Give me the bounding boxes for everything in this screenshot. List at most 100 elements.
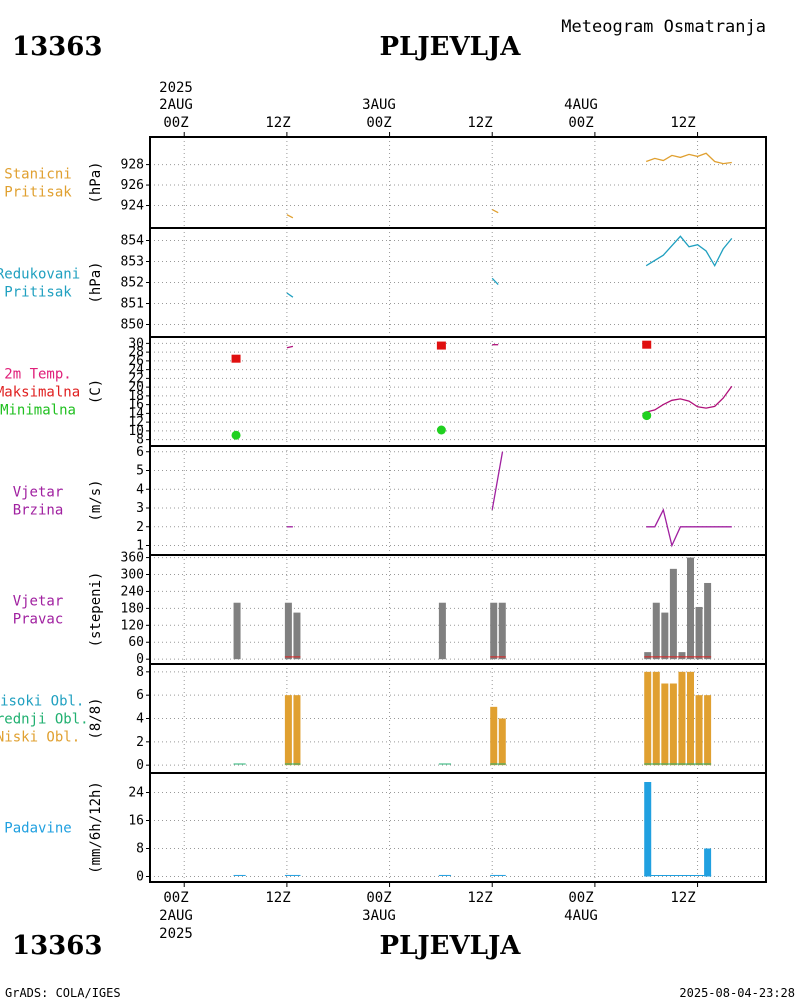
bar: [233, 602, 241, 660]
series-line: [286, 345, 294, 349]
y-tick-label: 8: [136, 842, 144, 857]
y-tick-label: 120: [121, 618, 144, 633]
bar: [678, 652, 686, 660]
bar: [652, 671, 660, 766]
series-line: [645, 152, 732, 165]
panel-title-line: Vjetar: [13, 594, 64, 610]
top-time-axis: 2025 2AUG 00Z 12Z 3AUG 00Z 12Z 4AUG 00Z …: [159, 80, 696, 131]
y-tick-label: 2: [136, 735, 144, 750]
bar: [498, 718, 506, 766]
y-tick-label: 16: [128, 398, 144, 413]
station-name-bottom: PLJEVLJA: [380, 931, 522, 961]
y-tick-label: 4: [136, 482, 144, 497]
y-tick-label: 853: [121, 255, 144, 270]
top-label-12z-1: 12Z: [265, 115, 290, 131]
y-tick-label: 10: [128, 424, 144, 439]
bar: [490, 602, 498, 660]
y-tick-label: 928: [121, 158, 144, 173]
top-label-3aug: 3AUG: [362, 97, 396, 113]
bar: [661, 683, 669, 766]
bar: [695, 695, 703, 766]
bar: [669, 683, 677, 766]
y-tick-label: 4: [136, 712, 144, 727]
bar: [678, 671, 686, 766]
panel-title-line: Pritisak: [4, 185, 72, 201]
series-line: [286, 214, 294, 219]
y-axis-label: (C): [88, 379, 104, 404]
panel-title-line: Visoki Obl.: [0, 694, 84, 710]
y-tick-label: 850: [121, 318, 144, 333]
panel-title-line: Vjetar: [13, 485, 64, 501]
bar: [695, 606, 703, 660]
panel-title-line: Pritisak: [4, 285, 72, 301]
bar: [644, 782, 652, 877]
y-tick-label: 924: [121, 199, 145, 214]
y-axis-label: (m/s): [88, 479, 104, 521]
top-label-4aug-00z: 00Z: [568, 115, 593, 131]
top-year-label: 2025: [159, 80, 193, 96]
y-axis-label: (hPa): [88, 161, 104, 203]
bottom-label-00z-3: 00Z: [568, 890, 593, 906]
y-tick-label: 240: [121, 584, 144, 599]
top-label-4aug: 4AUG: [564, 97, 598, 113]
bar: [669, 568, 677, 660]
bar: [704, 695, 712, 766]
y-tick-label: 360: [121, 551, 144, 566]
panel-title-line: Padavine: [4, 821, 71, 837]
bottom-label-12z-3: 12Z: [670, 890, 695, 906]
panels: 924926928(hPa)StanicniPritisak8508518528…: [0, 132, 767, 887]
panel-title-line: Srednji Obl.: [0, 712, 89, 728]
y-tick-label: 18: [128, 389, 144, 404]
y-tick-label: 22: [128, 371, 144, 386]
y-tick-label: 1: [136, 539, 144, 554]
top-label-2aug-00z: 00Z: [163, 115, 188, 131]
bar: [293, 695, 301, 766]
max-temp-marker: [231, 354, 241, 363]
bottom-label-00z-1: 00Z: [163, 890, 188, 906]
series-line: [491, 209, 499, 214]
station-id-top: 13363: [12, 32, 102, 62]
y-tick-label: 26: [128, 354, 144, 369]
panel-title-line: Stanicni: [4, 167, 71, 183]
panel-title-line: Maksimalna: [0, 385, 80, 401]
bar: [704, 582, 712, 660]
bar: [644, 652, 652, 660]
timestamp: 2025-08-04-23:28: [679, 986, 795, 1000]
y-tick-label: 852: [121, 276, 144, 291]
y-tick-label: 5: [136, 464, 144, 479]
series-line: [646, 385, 733, 413]
panel-station-pressure: 924 926 928 (hPa) Stanicni Pritisak: [4, 136, 767, 229]
panel-title-line: Brzina: [13, 503, 64, 519]
bottom-label-3aug: 3AUG: [362, 908, 396, 924]
panel-wind-speed: 1 2 3 4 5 6 (m/s) Vjetar Brzina: [13, 445, 767, 556]
bottom-year-label: 2025: [159, 926, 193, 942]
bottom-label-12z-1: 12Z: [265, 890, 290, 906]
top-label-3aug-00z: 00Z: [366, 115, 391, 131]
min-temp-marker: [231, 430, 241, 440]
y-tick-label: 8: [136, 665, 144, 680]
y-tick-label: 0: [136, 870, 144, 885]
y-tick-label: 8: [136, 433, 144, 448]
y-tick-label: 20: [128, 380, 144, 395]
y-tick-label: 30: [128, 336, 144, 351]
y-tick-label: 24: [128, 363, 144, 378]
panel-cloud-cover: 0 2 4 6 8 (8/8)Visoki Obl. Srednji Obl. Niski O…: [0, 663, 767, 774]
y-axis-label: (stepeni): [88, 572, 104, 648]
bar: [498, 602, 506, 660]
min-temp-marker: [642, 411, 652, 421]
bar: [704, 848, 712, 877]
y-tick-label: 300: [121, 568, 144, 583]
bottom-label-4aug: 4AUG: [564, 908, 598, 924]
bar: [644, 671, 652, 766]
y-axis-label: (mm/6h/12h): [88, 781, 104, 874]
panel-precipitation: 0 8 16 24 (mm/6h/12h) Padavine: [4, 772, 767, 885]
y-tick-label: 14: [128, 406, 144, 421]
series-line: [491, 277, 499, 286]
panel-title-line: 2m Temp.: [4, 367, 71, 383]
bottom-label-00z-2: 00Z: [366, 890, 391, 906]
max-temp-marker: [642, 340, 652, 349]
y-tick-label: 60: [128, 635, 144, 650]
